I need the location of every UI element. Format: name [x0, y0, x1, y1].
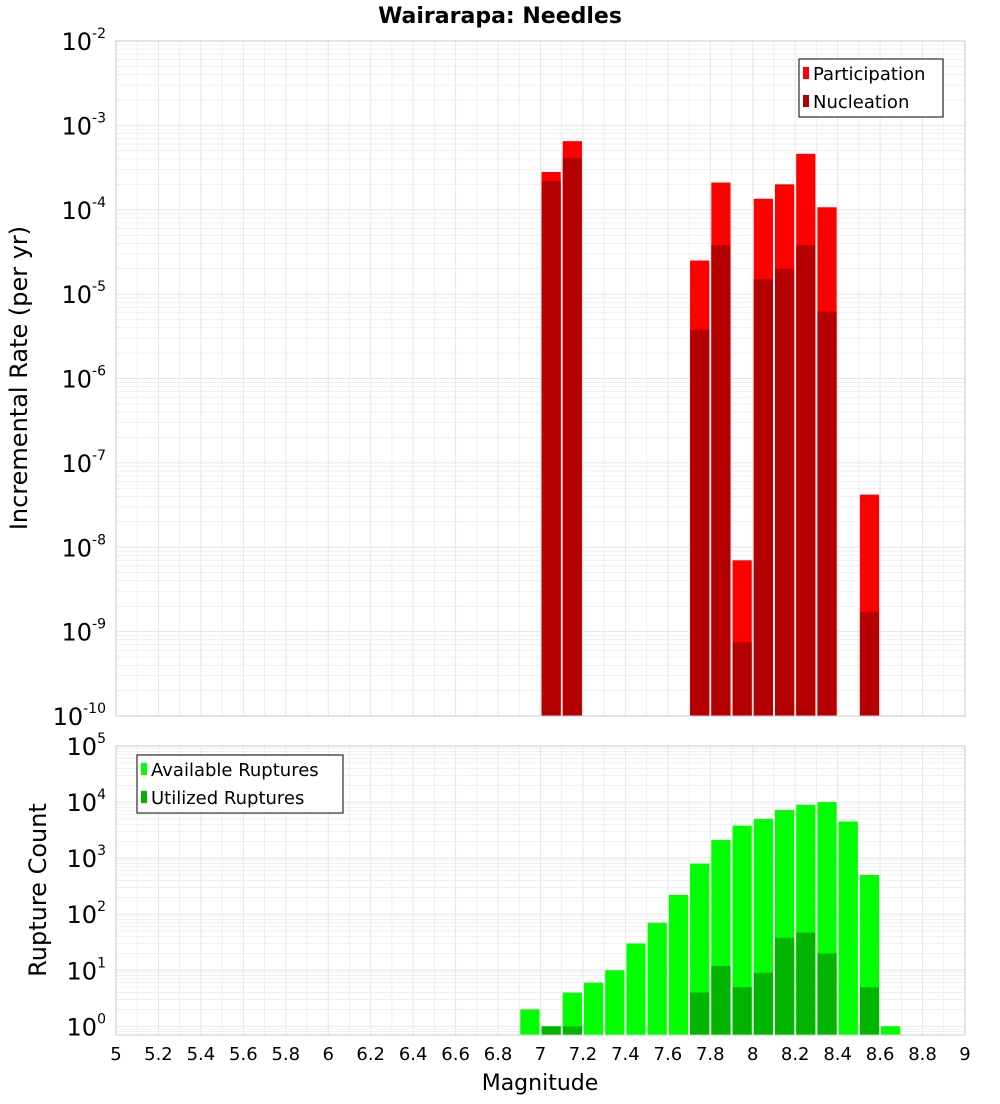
x-tick-label: 5	[110, 1044, 121, 1065]
bar	[668, 894, 689, 1035]
legend-label: Available Ruptures	[151, 760, 319, 781]
y-tick-label: 105	[67, 731, 106, 761]
plot-border	[115, 745, 966, 1036]
bar	[774, 268, 795, 716]
legend-box	[136, 754, 344, 814]
y-tick-label: 102	[67, 899, 106, 929]
x-tick-label: 6	[323, 1044, 334, 1065]
bar	[711, 965, 731, 1035]
x-tick-label: 9	[959, 1044, 970, 1065]
bar	[732, 642, 752, 716]
y-tick-label: 10-9	[61, 617, 106, 647]
bar	[583, 982, 604, 1035]
bar	[541, 180, 561, 716]
rate-panel: 10-10 10-9 10-8 10-7 10-6 10-5 10-4 10-3 10-2 Par…	[53, 26, 966, 731]
bar	[541, 1026, 561, 1035]
legend-label: Participation	[813, 64, 925, 85]
bar	[796, 245, 816, 717]
x-tick-label: 7	[535, 1044, 546, 1065]
y-tick-label: 10-5	[61, 279, 106, 309]
bar	[732, 825, 752, 1035]
bar	[838, 821, 858, 1035]
count-panel: 100 101 102 103 104 105 5 5.2 5.4 5.6 5.8 6 6.2 6.4 6.…	[67, 731, 971, 1065]
bar	[520, 1009, 540, 1035]
y-tick-label: 10-4	[61, 195, 106, 225]
y-tick-label: 10-2	[61, 26, 106, 56]
x-tick-label: 8.4	[823, 1044, 852, 1065]
legend-swatch	[141, 763, 147, 775]
x-tick-label: 7.2	[569, 1044, 598, 1065]
x-tick-label: 6.2	[356, 1044, 385, 1065]
x-tick-label: 7.4	[611, 1044, 640, 1065]
bar	[562, 1026, 582, 1035]
bar	[753, 279, 773, 716]
x-tick-label: 8.8	[908, 1044, 937, 1065]
y-tick-label: 103	[67, 843, 106, 873]
rate-axis-label: Incremental Rate (per yr)	[5, 226, 33, 530]
x-tick-label: 8.6	[866, 1044, 895, 1065]
bar	[562, 158, 582, 716]
bar	[647, 922, 667, 1035]
y-tick-label: 10-3	[61, 110, 106, 140]
y-tick-label: 100	[67, 1011, 106, 1041]
bar	[881, 1026, 901, 1035]
x-tick-label: 5.4	[187, 1044, 216, 1065]
chart-title: Wairarapa: Needles	[378, 4, 622, 29]
legend-box	[798, 58, 944, 118]
bar	[605, 970, 625, 1035]
bar	[753, 972, 773, 1035]
y-tick-label: 10-8	[61, 532, 106, 562]
bar	[817, 311, 837, 716]
y-tick-label: 10-10	[53, 701, 106, 731]
magnitude-axis-label: Magnitude	[482, 1071, 599, 1096]
bar	[817, 953, 837, 1035]
y-tick-label: 104	[67, 787, 107, 817]
x-tick-label: 6.6	[441, 1044, 470, 1065]
bar	[732, 987, 752, 1035]
x-tick-label: 5.6	[229, 1044, 258, 1065]
x-tick-label: 7.6	[654, 1044, 683, 1065]
x-tick-label: 5.8	[271, 1044, 300, 1065]
bar	[774, 937, 795, 1035]
legend-label: Nucleation	[813, 92, 909, 113]
legend-label: Utilized Ruptures	[151, 788, 304, 809]
count-axis-label: Rupture Count	[24, 803, 52, 977]
legend-swatch	[803, 95, 809, 107]
bar	[626, 943, 646, 1035]
x-tick-label: 5.2	[144, 1044, 173, 1065]
bar	[690, 992, 710, 1035]
bar	[796, 932, 816, 1035]
x-tick-label: 6.4	[399, 1044, 428, 1065]
x-tick-label: 8	[747, 1044, 758, 1065]
y-tick-label: 10-6	[61, 364, 106, 394]
y-tick-label: 10-7	[61, 448, 106, 478]
x-tick-label: 7.8	[696, 1044, 725, 1065]
bar	[562, 992, 582, 1035]
bar	[690, 863, 710, 1035]
y-tick-label: 101	[67, 955, 106, 985]
legend-swatch	[141, 791, 147, 803]
plot-border	[115, 40, 966, 717]
legend-swatch	[803, 67, 809, 79]
x-tick-label: 8.2	[781, 1044, 810, 1065]
bar	[711, 245, 731, 717]
bar	[859, 612, 880, 716]
bar	[859, 987, 880, 1035]
x-tick-label: 6.8	[484, 1044, 513, 1065]
bar	[690, 329, 710, 716]
